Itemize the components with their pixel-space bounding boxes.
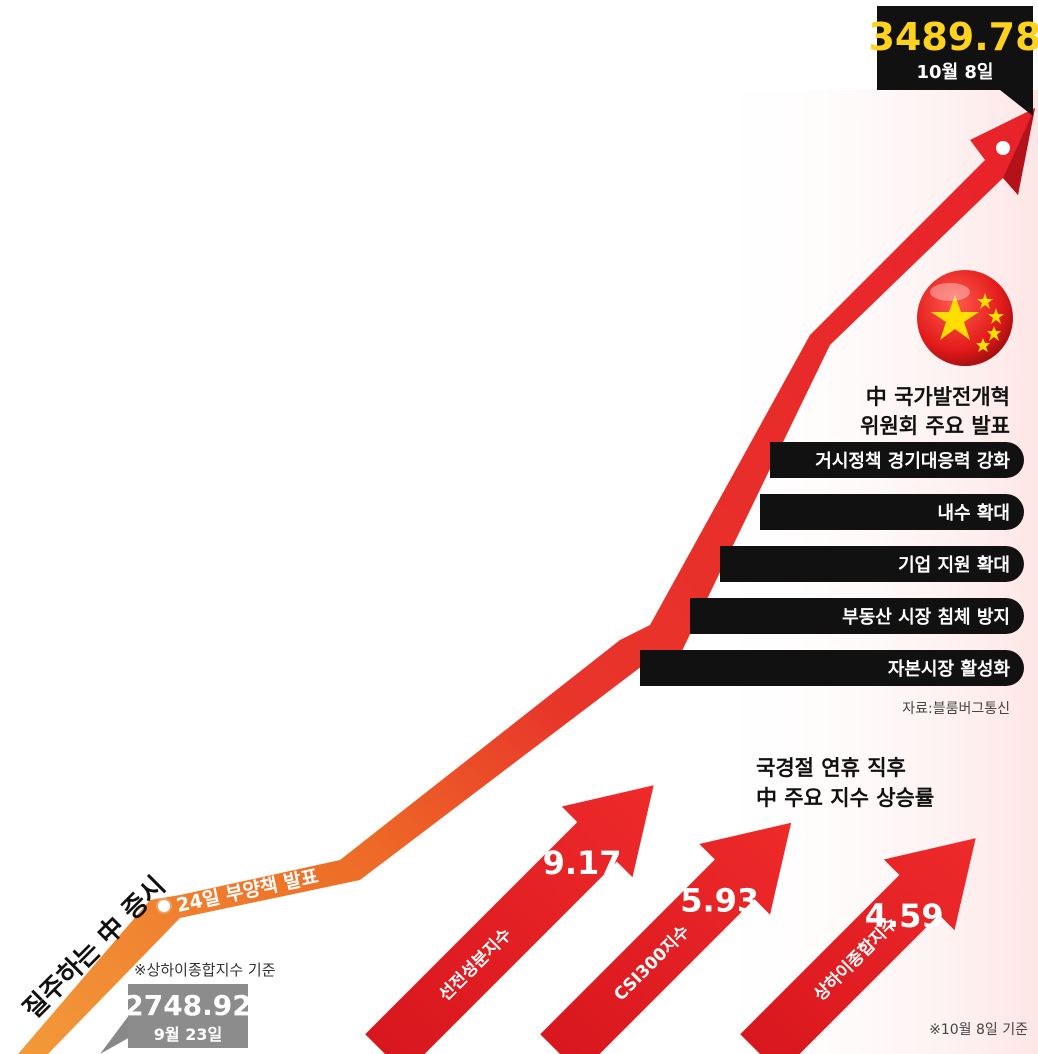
gain-arrow-shape (740, 838, 976, 1054)
start-marker (156, 898, 172, 914)
gains-title-line2: 中 주요 지수 상승률 (756, 786, 934, 810)
gain-value-label: 5.93 (680, 881, 759, 919)
end-value-box (877, 6, 1033, 90)
announcement-item-label: 자본시장 활성화 (888, 659, 1011, 680)
arrow-head-shade (1003, 108, 1035, 195)
announcement-list: 거시정책 경기대응력 강화 내수 확대 기업 지원 확대 부동산 시장 침체 방… (640, 442, 1024, 686)
end-marker (996, 141, 1010, 155)
announcement-item-label: 기업 지원 확대 (898, 555, 1010, 576)
end-box-tail (1000, 90, 1033, 116)
announcement-title-line1: 中 국가발전개혁 (866, 385, 1010, 409)
announcement-item-label: 부동산 시장 침체 방지 (842, 607, 1010, 628)
announcement-item: 내수 확대 (760, 494, 1024, 530)
gain-value-label: 9.17 (543, 844, 622, 882)
announcement-item-label: 거시정책 경기대응력 강화 (815, 451, 1010, 472)
source-note: 자료:블룸버그통신 (902, 701, 1010, 717)
gains-note: ※10월 8일 기준 (929, 1022, 1028, 1038)
announcement-item: 자본시장 활성화 (640, 650, 1024, 686)
announcement-item-label: 내수 확대 (937, 503, 1010, 524)
end-value: 3489.78 (868, 15, 1038, 59)
start-date: 9월 23일 (154, 1025, 222, 1044)
announcement-item: 기업 지원 확대 (720, 546, 1024, 582)
line-annotation: 24일 부양책 발표 (174, 865, 320, 917)
announcement-item: 거시정책 경기대응력 강화 (770, 442, 1024, 478)
start-note: ※상하이종합지수 기준 (134, 961, 276, 979)
gain-arrow-shape (540, 822, 792, 1054)
gain-arrow-shape (365, 785, 654, 1054)
china-flag-icon (917, 270, 1013, 366)
gains-title-line1: 국경절 연휴 직후 (756, 756, 906, 780)
gain-value-label: 4.59 (865, 897, 944, 935)
announcement-title-line2: 위원회 주요 발표 (860, 414, 1010, 438)
start-value: 2748.92 (124, 989, 252, 1022)
end-date: 10월 8일 (917, 62, 994, 83)
main-trend-line (18, 108, 1035, 1054)
start-value-box (128, 984, 248, 1048)
announcement-item: 부동산 시장 침체 방지 (690, 598, 1024, 634)
